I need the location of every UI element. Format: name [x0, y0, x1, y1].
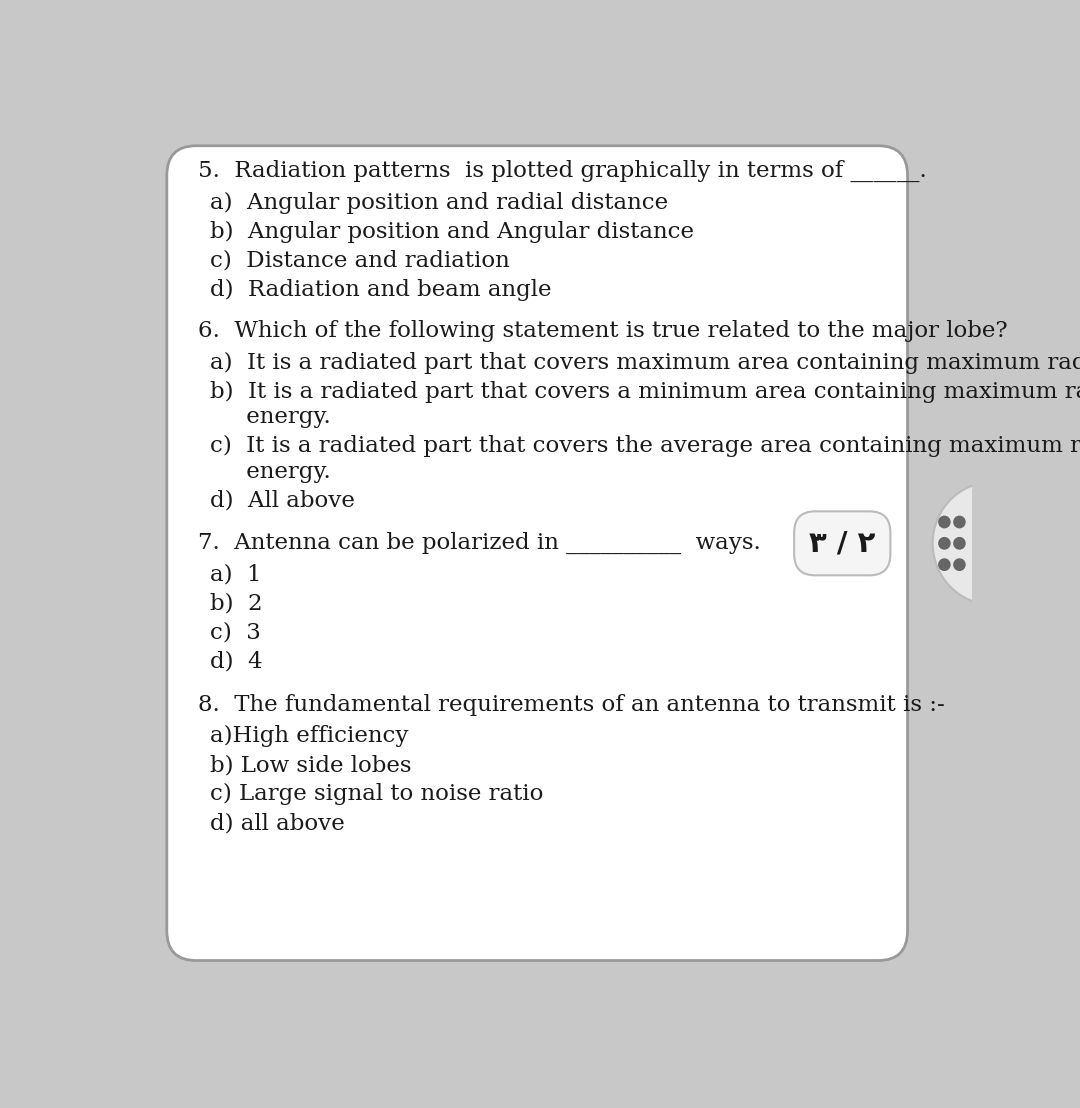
Text: d) all above: d) all above	[211, 812, 346, 834]
Circle shape	[939, 537, 950, 550]
Text: energy.: energy.	[211, 406, 332, 428]
Circle shape	[954, 558, 966, 571]
Circle shape	[939, 515, 950, 529]
Text: d)  All above: d) All above	[211, 490, 355, 512]
Text: b)  2: b) 2	[211, 592, 262, 614]
FancyBboxPatch shape	[166, 146, 907, 961]
Circle shape	[954, 515, 966, 529]
Text: 8.  The fundamental requirements of an antenna to transmit is :-: 8. The fundamental requirements of an an…	[198, 694, 945, 716]
Text: c)  It is a radiated part that covers the average area containing maximum radiat: c) It is a radiated part that covers the…	[211, 435, 1080, 458]
Text: c)  3: c) 3	[211, 622, 261, 643]
Circle shape	[939, 558, 950, 571]
Text: 7.  Antenna can be polarized in __________  ways.: 7. Antenna can be polarized in _________…	[198, 532, 760, 554]
Text: 5.  Radiation patterns  is plotted graphically in terms of ______.: 5. Radiation patterns is plotted graphic…	[198, 161, 927, 183]
Text: d)  4: d) 4	[211, 650, 262, 673]
Circle shape	[954, 537, 966, 550]
Text: b)  It is a radiated part that covers a minimum area containing maximum radiated: b) It is a radiated part that covers a m…	[211, 380, 1080, 402]
Circle shape	[933, 482, 1053, 605]
Text: b)  Angular position and Angular distance: b) Angular position and Angular distance	[211, 220, 694, 243]
Text: c)  Distance and radiation: c) Distance and radiation	[211, 250, 510, 271]
Text: a)  It is a radiated part that covers maximum area containing maximum radiated e: a) It is a radiated part that covers max…	[211, 351, 1080, 373]
Text: c) Large signal to noise ratio: c) Large signal to noise ratio	[211, 783, 543, 806]
Text: a)  1: a) 1	[211, 563, 261, 585]
Text: 6.  Which of the following statement is true related to the major lobe?: 6. Which of the following statement is t…	[198, 320, 1008, 342]
Text: a)  Angular position and radial distance: a) Angular position and radial distance	[211, 192, 669, 214]
FancyBboxPatch shape	[794, 511, 890, 575]
Text: ۳ / ۲: ۳ / ۲	[809, 530, 876, 557]
Text: b) Low side lobes: b) Low side lobes	[211, 755, 411, 776]
Text: energy.: energy.	[211, 461, 332, 483]
Text: d)  Radiation and beam angle: d) Radiation and beam angle	[211, 279, 552, 301]
Text: a)High efficiency: a)High efficiency	[211, 725, 409, 747]
